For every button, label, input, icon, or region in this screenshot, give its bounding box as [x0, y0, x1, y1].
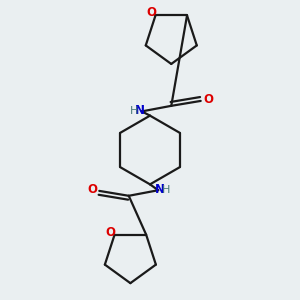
- Text: N: N: [135, 104, 145, 117]
- Text: O: O: [87, 183, 97, 196]
- Text: O: O: [106, 226, 116, 238]
- Text: O: O: [203, 93, 213, 106]
- Text: H: H: [130, 106, 138, 116]
- Text: O: O: [147, 6, 157, 19]
- Text: H: H: [162, 184, 170, 195]
- Text: N: N: [155, 183, 165, 196]
